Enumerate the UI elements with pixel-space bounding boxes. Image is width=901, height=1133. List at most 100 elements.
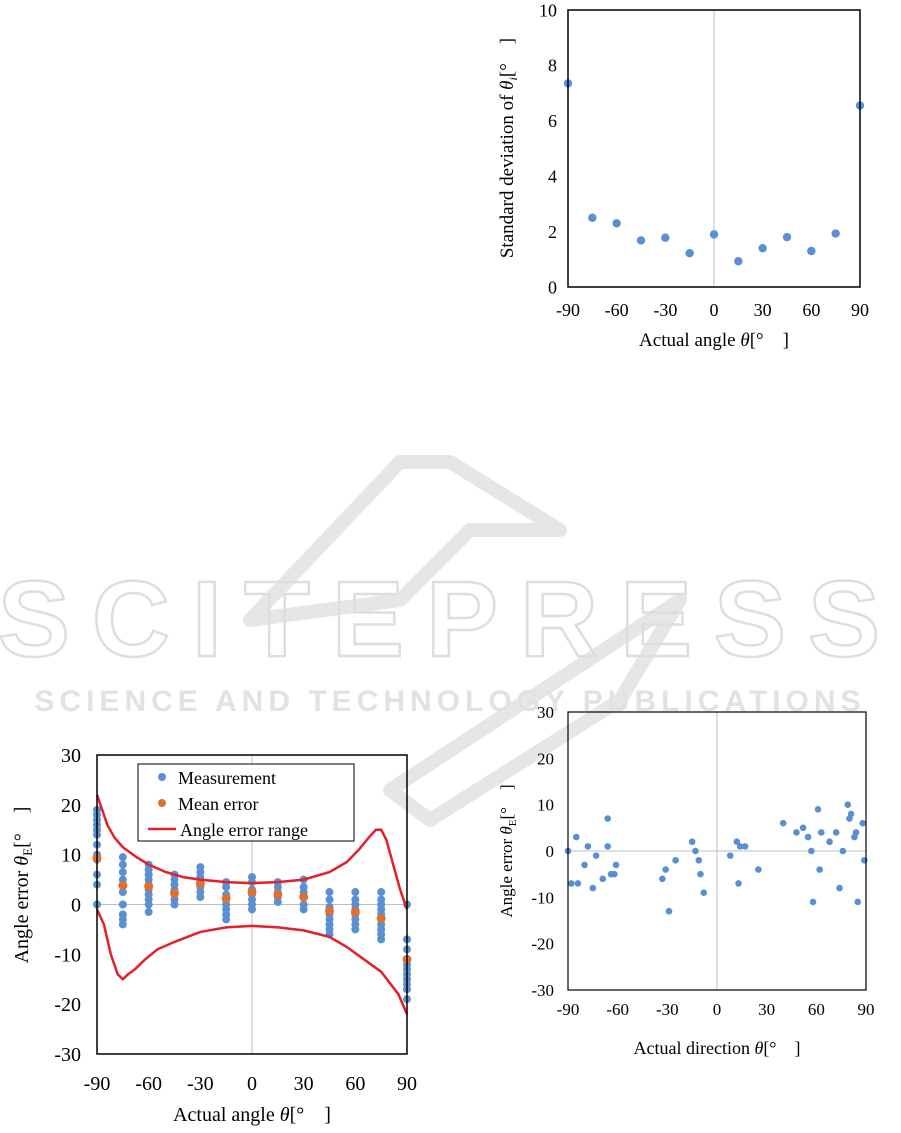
x-axis-label: Actual angle θ[° ]	[173, 1104, 331, 1126]
x-axis-label: Actual direction θ[° ]	[634, 1038, 801, 1058]
measurement-point	[144, 907, 153, 916]
y-tick-label: 0	[71, 895, 81, 917]
data-point	[847, 810, 855, 818]
measurement-point	[118, 900, 127, 909]
y-axis-label-subscript: E	[507, 819, 519, 826]
data-point	[807, 246, 816, 256]
y-tick-label: 20	[537, 749, 554, 768]
y-tick-label: 30	[537, 703, 554, 722]
legend: Measurement Mean error Angle error range	[137, 763, 355, 842]
x-tick-labels: -90 -60 -30 0 30 60 90	[557, 1000, 875, 1019]
y-tick-labels: 0 2 4 6 8 10	[539, 0, 557, 297]
measurement-point	[118, 920, 127, 929]
mean-error-point	[118, 881, 128, 891]
watermark-subtitle: SCIENCE AND TECHNOLOGY PUBLICATIONS	[34, 685, 865, 718]
x-tick-label: -60	[605, 300, 629, 320]
data-point	[804, 833, 812, 841]
x-tick-label: -60	[135, 1073, 162, 1095]
direction-points	[564, 801, 868, 915]
data-point	[697, 870, 704, 878]
measurement-point	[196, 893, 205, 902]
data-point	[859, 819, 866, 827]
x-axis-label-symbol: θ	[740, 330, 749, 351]
data-point	[568, 880, 575, 887]
y-axis-label-subscript: i	[506, 77, 520, 80]
y-axis-label-text: Standard deviation of	[497, 90, 518, 258]
data-point	[584, 843, 592, 850]
watermark-logo: SCITEPRESS	[0, 558, 901, 679]
y-axis-label: Angle error θE[° ]	[11, 807, 35, 964]
data-point	[589, 884, 597, 892]
y-axis-label-symbol: θ	[11, 856, 33, 866]
x-axis-label-text: Actual direction	[634, 1038, 755, 1058]
y-axis-label-subscript: E	[20, 848, 35, 856]
measurement-point	[273, 898, 282, 907]
data-point	[839, 847, 847, 855]
data-point	[700, 889, 708, 896]
measurement-point	[351, 888, 360, 897]
legend-mean-marker	[158, 799, 166, 807]
y-axis-label-unit: [° ]	[11, 807, 33, 848]
data-point	[854, 898, 862, 906]
x-tick-label: 90	[851, 300, 869, 320]
y-tick-label: 10	[537, 796, 554, 815]
data-point	[809, 898, 817, 906]
x-axis-label: Actual angle θ[° ]	[639, 330, 789, 351]
y-axis-label-unit: [° ]	[497, 784, 516, 819]
plot-frame	[567, 9, 861, 288]
data-point	[661, 233, 670, 242]
y-tick-labels: -30 -20 -10 0 10 20 30	[54, 745, 81, 1066]
data-point	[611, 870, 618, 878]
y-axis-label-text: Angle error	[497, 835, 516, 918]
data-point	[735, 880, 742, 887]
data-point	[726, 852, 734, 859]
data-point	[831, 229, 840, 238]
data-point	[695, 856, 703, 864]
legend-measurement-marker	[158, 773, 166, 781]
data-point	[672, 856, 679, 864]
x-tick-label: 60	[802, 300, 820, 320]
x-axis-label-unit: [° ]	[763, 1038, 800, 1058]
mean-error-point	[376, 913, 386, 923]
measurement-point	[325, 895, 334, 904]
x-tick-labels: -90 -60 -30 0 30 60 90	[84, 1073, 417, 1095]
data-point	[808, 847, 815, 855]
scitepress-watermark: SCITEPRESS SCIENCE AND TECHNOLOGY PUBLIC…	[0, 455, 901, 827]
measurement-point	[377, 935, 386, 944]
data-point	[692, 847, 699, 855]
x-tick-label: 30	[754, 300, 772, 320]
data-point	[736, 843, 744, 850]
measurement-point	[118, 853, 127, 862]
mean-error-point	[299, 892, 309, 902]
data-point	[572, 833, 580, 841]
y-tick-label: 0	[548, 277, 557, 297]
y-tick-label: 2	[548, 222, 557, 242]
data-point	[659, 875, 666, 883]
measurement-point	[144, 900, 153, 909]
legend-measurement-label: Measurement	[178, 768, 276, 788]
x-axis-label-symbol: θ	[280, 1104, 290, 1126]
x-tick-label: 90	[858, 1000, 875, 1019]
y-tick-label: -30	[54, 1044, 81, 1066]
measurement-point	[299, 905, 308, 914]
x-tick-label: -60	[606, 1000, 629, 1019]
data-point	[836, 884, 843, 892]
y-axis-label-symbol: θ	[497, 826, 516, 834]
y-axis-label-text: Angle error	[11, 866, 33, 964]
data-point	[793, 829, 800, 836]
data-point	[685, 249, 694, 258]
y-tick-label: 10	[539, 0, 557, 20]
data-point	[734, 257, 743, 266]
measurement-point	[170, 900, 179, 909]
legend-range-label: Angle error range	[180, 820, 308, 840]
y-tick-label: 10	[61, 845, 81, 867]
x-tick-label: -30	[653, 300, 677, 320]
y-axis-label-symbol: θ	[497, 80, 518, 89]
measurement-point	[222, 883, 231, 892]
data-point	[733, 838, 741, 846]
y-tick-label: -30	[531, 981, 554, 1000]
x-tick-label: -90	[557, 1000, 580, 1019]
mean-error-point	[247, 887, 257, 897]
data-point	[592, 852, 600, 859]
x-tick-label: 60	[345, 1073, 365, 1095]
